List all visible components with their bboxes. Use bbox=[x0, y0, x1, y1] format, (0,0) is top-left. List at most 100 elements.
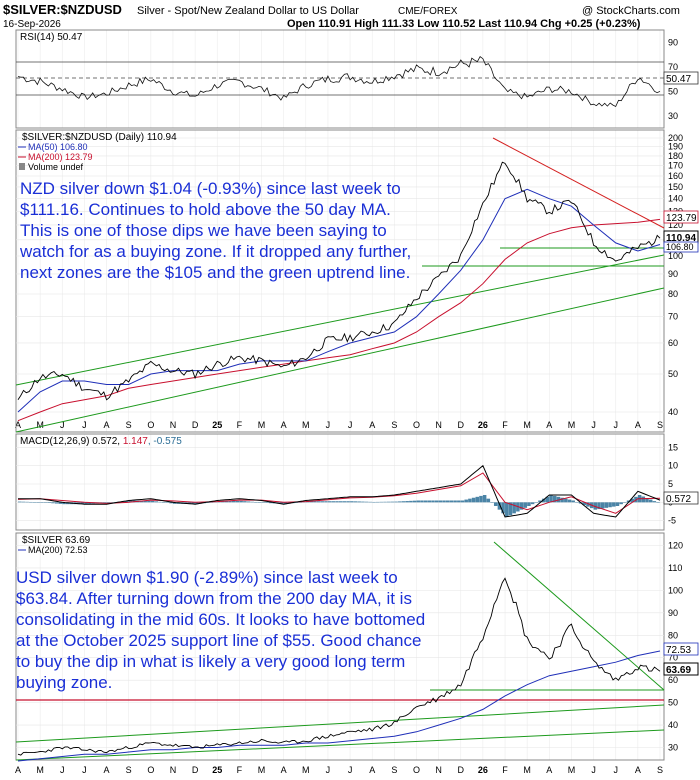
macd-histogram-bar bbox=[187, 502, 192, 505]
macd-histogram-bar bbox=[490, 502, 494, 503]
macd-tick-label: 15 bbox=[668, 442, 678, 452]
macd-histogram-bar bbox=[327, 501, 332, 503]
rsi-panel-frame bbox=[15, 29, 665, 129]
macd-panel-frame bbox=[15, 433, 665, 531]
x-tick-label-usd: A bbox=[104, 765, 110, 775]
macd-histogram-bar bbox=[420, 500, 424, 503]
macd-histogram-bar bbox=[652, 501, 657, 503]
macd-histogram-bar bbox=[220, 501, 225, 503]
x-tick-label-usd: M bbox=[302, 765, 310, 775]
x-tick-label-nzd: F bbox=[237, 420, 243, 430]
x-tick-label-nzd: D bbox=[458, 420, 465, 430]
macd-histogram-bar bbox=[453, 500, 457, 503]
macd-histogram-bar bbox=[32, 502, 37, 503]
macd-histogram-bar bbox=[254, 502, 258, 503]
nzd-legend-ma50: MA(50) 106.80 bbox=[28, 142, 88, 152]
macd-histogram-bar bbox=[158, 501, 162, 503]
x-tick-label-nzd: A bbox=[104, 420, 110, 430]
macd-histogram-bar bbox=[25, 501, 29, 503]
x-tick-label-usd: A bbox=[635, 765, 641, 775]
macd-label-signal: 1.147 bbox=[123, 436, 148, 447]
macd-histogram-bar bbox=[169, 502, 173, 504]
macd-histogram-bar bbox=[512, 502, 516, 514]
macd-histogram-bar bbox=[464, 499, 468, 503]
x-tick-label-usd: O bbox=[147, 765, 154, 775]
x-tick-label-usd: A bbox=[546, 765, 552, 775]
macd-histogram-bar bbox=[128, 500, 133, 503]
macd-value-tag-bg bbox=[663, 491, 699, 505]
x-tick-label-nzd: A bbox=[546, 420, 552, 430]
x-tick-label-usd: J bbox=[591, 765, 596, 775]
nzd-green-trend-upper bbox=[15, 254, 665, 386]
usd-green-descending bbox=[493, 541, 665, 691]
usd-price-line bbox=[17, 577, 661, 756]
macd-histogram-bar bbox=[409, 500, 413, 503]
macd-grid bbox=[16, 447, 664, 521]
macd-histogram-bar bbox=[154, 501, 159, 503]
macd-histogram-bar bbox=[350, 501, 354, 503]
macd-histogram-bar bbox=[398, 501, 402, 503]
rsi-line bbox=[17, 56, 661, 108]
x-tick-label-nzd: A bbox=[281, 420, 287, 430]
x-tick-label-usd: S bbox=[126, 765, 132, 775]
x-tick-label-nzd: A bbox=[369, 420, 375, 430]
macd-histogram-bar bbox=[342, 501, 347, 503]
macd-histogram-bar bbox=[161, 502, 166, 503]
x-tick-label-nzd: F bbox=[502, 420, 508, 430]
usd-tick-label: 70 bbox=[668, 653, 678, 663]
x-tick-label-usd: F bbox=[502, 765, 508, 775]
nzd-ma50-tag-bg bbox=[663, 241, 699, 253]
x-tick-label-usd: 25 bbox=[212, 765, 222, 775]
macd-histogram-bar bbox=[357, 501, 361, 503]
nzd-tick-label: 100 bbox=[668, 251, 683, 261]
rsi-value-tag-bg bbox=[663, 71, 699, 85]
usd-grid bbox=[16, 545, 664, 748]
x-tick-label-usd: J bbox=[613, 765, 618, 775]
macd-histogram-bar bbox=[519, 502, 524, 510]
macd-histogram-bar bbox=[265, 502, 269, 503]
macd-tick-label: -5 bbox=[668, 516, 676, 526]
x-tick-label-usd: A bbox=[281, 765, 287, 775]
macd-histogram-bar bbox=[423, 500, 428, 503]
macd-label: MACD(12,26,9) 0.572, 1.147, -0.575 bbox=[20, 436, 182, 447]
macd-histogram-bar bbox=[412, 500, 417, 503]
macd-histogram-bar bbox=[541, 498, 546, 503]
macd-histogram-bar bbox=[18, 501, 22, 503]
macd-tick-label: 5 bbox=[668, 479, 673, 489]
usd-tick-label: 60 bbox=[668, 675, 678, 685]
macd-histogram-bar bbox=[110, 502, 114, 503]
macd-histogram-bar bbox=[246, 501, 251, 503]
macd-histogram-bar bbox=[431, 500, 435, 503]
macd-histogram-bar bbox=[612, 502, 616, 507]
macd-histogram-bar bbox=[106, 502, 111, 504]
usd-ticks: 120 110 100 90 80 70 60 50 40 30 bbox=[668, 540, 683, 752]
rsi-tick-label: 50 bbox=[668, 86, 678, 96]
nzd-ma200-line bbox=[17, 218, 661, 422]
macd-histogram-bar bbox=[150, 500, 155, 503]
macd-histogram-bar bbox=[534, 502, 539, 503]
macd-histogram-bar bbox=[368, 501, 373, 503]
x-tick-label-usd: D bbox=[458, 765, 465, 775]
macd-histogram-bar bbox=[586, 502, 590, 507]
macd-histogram-bar bbox=[486, 498, 491, 503]
macd-histogram-bar bbox=[232, 500, 236, 503]
x-tick-label-usd: A bbox=[15, 765, 21, 775]
macd-histogram-bar bbox=[224, 501, 229, 503]
macd-histogram-bar bbox=[446, 500, 450, 503]
macd-histogram-bar bbox=[361, 501, 365, 503]
x-tick-label-usd: S bbox=[391, 765, 397, 775]
macd-histogram-bar bbox=[331, 501, 336, 503]
macd-histogram-bar bbox=[545, 496, 550, 503]
x-tick-label-usd: O bbox=[413, 765, 420, 775]
nzd-tick-label: 60 bbox=[668, 338, 678, 348]
macd-value-tag: 0.572 bbox=[666, 494, 691, 505]
macd-histogram-bar bbox=[228, 501, 232, 503]
macd-histogram-bar bbox=[364, 501, 369, 503]
nzd-legend-volume: Volume undef bbox=[28, 162, 84, 172]
macd-histogram-bar bbox=[88, 502, 92, 504]
macd-histogram-bar bbox=[257, 502, 262, 503]
macd-histogram-bar bbox=[283, 502, 288, 505]
macd-histogram-bar bbox=[505, 502, 509, 517]
